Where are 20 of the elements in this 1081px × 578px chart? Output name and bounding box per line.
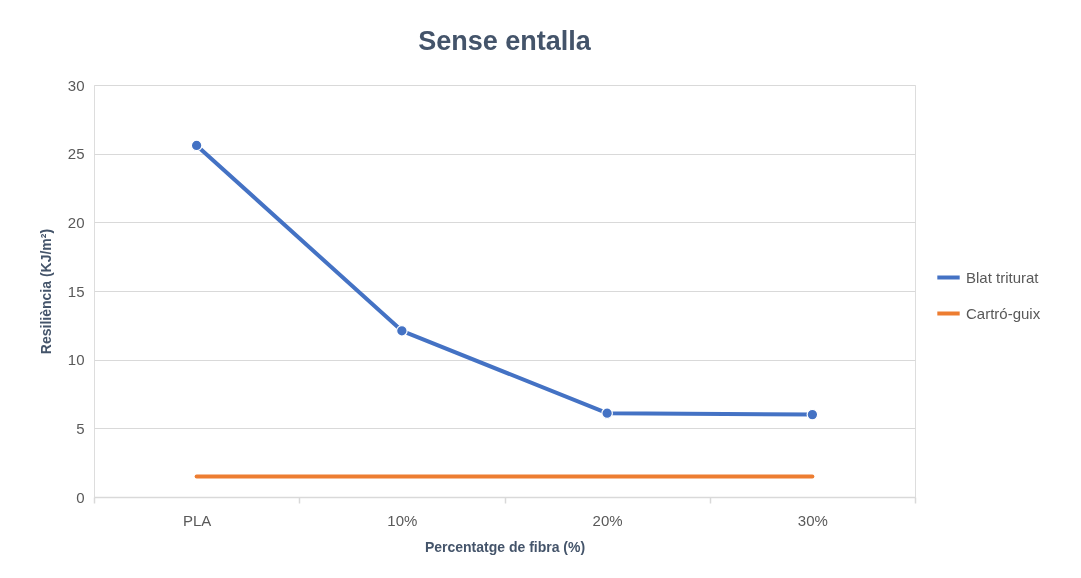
legend-label: Cartró-guix bbox=[966, 304, 1041, 322]
x-axis-title: Percentatge de fibra (%) bbox=[424, 538, 586, 555]
x-tick-label: 30% bbox=[797, 511, 828, 529]
y-tick-label: 30 bbox=[67, 76, 85, 94]
point bbox=[190, 139, 203, 152]
y-tick-label: 15 bbox=[67, 282, 85, 300]
x-tick-label: PLA bbox=[182, 511, 212, 529]
x-tick-label: 10% bbox=[387, 511, 418, 529]
point bbox=[601, 407, 613, 420]
y-tick-label: 10 bbox=[67, 351, 85, 369]
x-tick-label: 20% bbox=[592, 511, 623, 529]
y-axis-title: Resiliència (KJ/m²) bbox=[37, 228, 54, 355]
legend-label: Blat triturat bbox=[966, 268, 1040, 286]
point bbox=[806, 408, 819, 421]
y-tick-label: 20 bbox=[67, 213, 85, 231]
y-tick-label: 5 bbox=[76, 419, 85, 437]
point bbox=[396, 324, 408, 337]
chart-title: Sense entalla bbox=[418, 26, 592, 56]
y-tick-label: 0 bbox=[76, 488, 85, 506]
y-tick-label: 25 bbox=[67, 145, 85, 163]
